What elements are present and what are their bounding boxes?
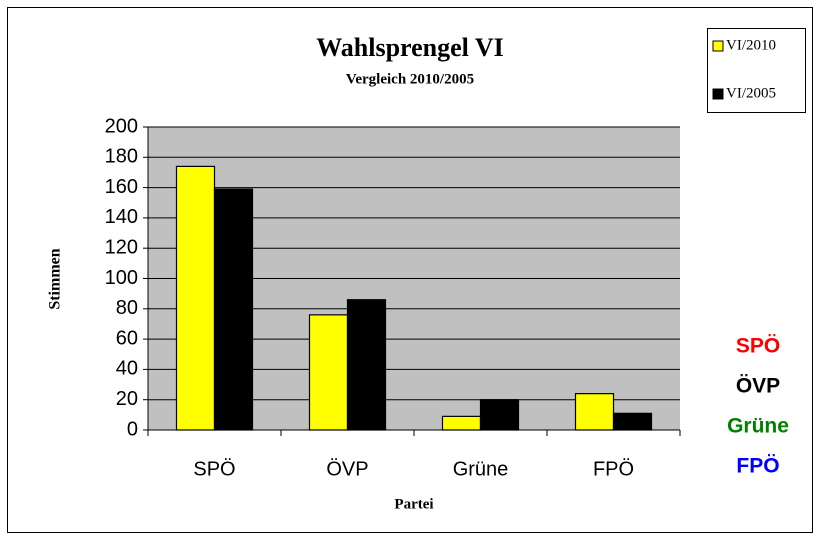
bar (346, 299, 387, 431)
bar (479, 399, 520, 431)
y-tick-label: 20 (116, 388, 138, 410)
legend-label: VI/2010 (726, 37, 776, 53)
y-tick-label: 0 (127, 418, 138, 440)
y-tick-label: 160 (105, 176, 138, 198)
y-tick-label: 100 (105, 267, 138, 289)
y-tick-label: 80 (116, 297, 138, 319)
chart-title: Wahlsprengel VI (316, 33, 504, 62)
x-tick-label: FPÖ (593, 458, 634, 480)
bar (213, 188, 254, 431)
legend-swatch (712, 88, 724, 100)
party-label: ÖVP (736, 375, 780, 398)
y-axis-label: Stimmen (47, 248, 64, 309)
y-tick-label: 180 (105, 146, 138, 168)
bar (574, 393, 615, 431)
x-tick-label: ÖVP (326, 458, 368, 480)
legend-label: VI/2005 (726, 85, 776, 101)
legend-box (707, 28, 806, 113)
party-label: Grüne (727, 415, 789, 438)
y-tick-label: 140 (105, 206, 138, 228)
x-axis-label: Partei (394, 496, 433, 512)
bar (612, 412, 653, 431)
bar (175, 165, 216, 431)
y-tick-label: 60 (116, 327, 138, 349)
chart-subtitle: Vergleich 2010/2005 (346, 71, 474, 87)
bar (441, 415, 482, 431)
legend-swatch (712, 40, 724, 52)
x-tick-label: SPÖ (193, 458, 235, 480)
y-tick-label: 120 (105, 236, 138, 258)
bar (308, 314, 349, 431)
y-tick-label: 200 (105, 115, 138, 137)
x-tick-label: Grüne (453, 458, 509, 480)
party-label: SPÖ (736, 335, 780, 358)
y-tick-label: 40 (116, 358, 138, 380)
party-label: FPÖ (736, 455, 779, 478)
